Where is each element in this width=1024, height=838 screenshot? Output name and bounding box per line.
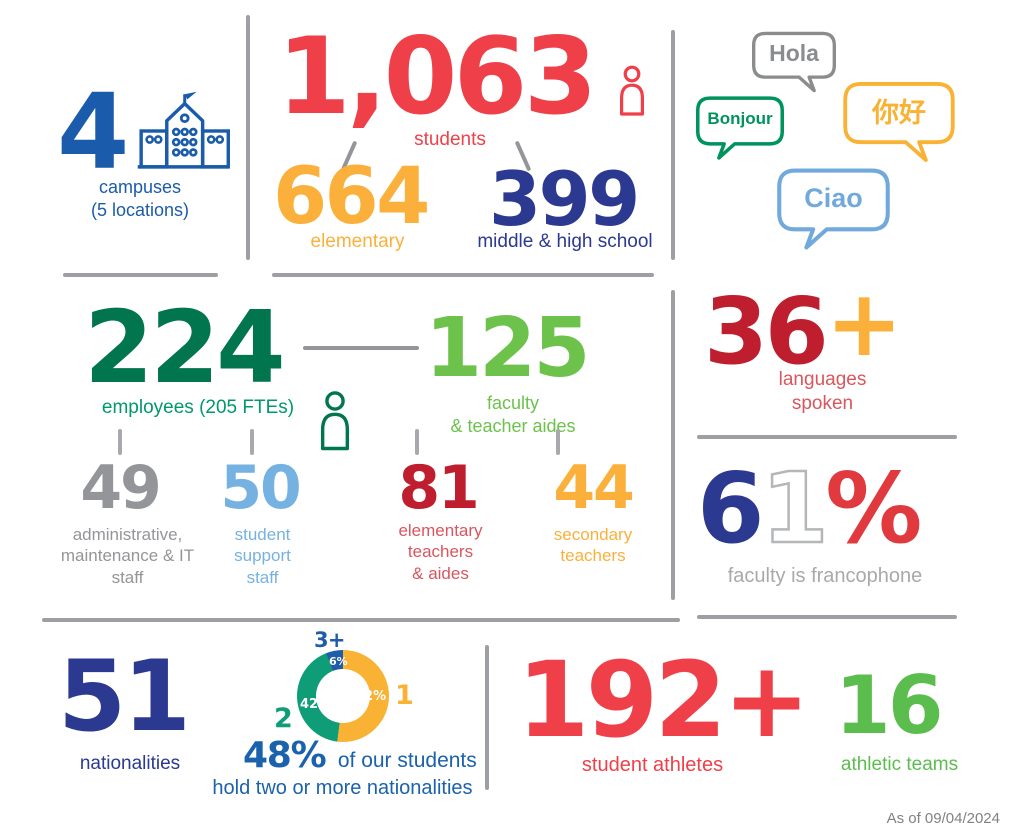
teams-label: athletic teams: [840, 754, 959, 775]
secondary-label: middle & high school: [477, 231, 653, 252]
dual-nationality-pct: 48%: [243, 735, 327, 776]
students-total: 1,063: [277, 15, 597, 138]
dual-nationality-line1: 48% of our students: [243, 738, 477, 774]
divider-horizontal-francophone: [697, 615, 957, 619]
dual-nationality-text2: hold two or more nationalities: [212, 777, 473, 799]
elementary-teachers-label: elementary teachers & aides: [398, 521, 483, 583]
divider-vertical-top-left: [246, 15, 250, 260]
donut-callout-2: 2: [274, 703, 293, 734]
divider-horizontal-campuses: [63, 273, 218, 277]
donut-pct-52: 52%: [355, 689, 387, 704]
greeting-bonjour: Bonjour: [707, 109, 773, 128]
francophone-value: 61%: [697, 459, 922, 559]
campuses-label: campuses (5 locations): [40, 176, 240, 221]
divider-vertical-bottom: [485, 645, 489, 790]
connector-tick-admin: [118, 429, 122, 455]
faculty-label: faculty & teacher aides: [418, 392, 608, 437]
campuses-label-line1: campuses: [98, 177, 182, 197]
connector-tick-elem-teachers: [415, 429, 419, 455]
speech-bubble-outline-icon: [843, 82, 955, 162]
divider-horizontal-bottom: [42, 618, 680, 622]
campuses-value: 4: [57, 71, 129, 193]
francophone-digit-1: 1: [760, 452, 830, 565]
speech-bubble-nihao: 你好: [843, 77, 955, 167]
elementary-teachers-value: 81: [398, 453, 479, 523]
languages-label-line1: languages: [778, 369, 867, 390]
nationalities-value: 51: [58, 640, 191, 754]
speech-bubble-hola: Hola: [752, 30, 836, 94]
greeting-nihao: 你好: [872, 97, 926, 128]
employees-value: 224: [84, 289, 286, 406]
donut-callout-1: 1: [395, 680, 414, 711]
connector-tick-support: [250, 429, 254, 455]
divider-horizontal-languages: [697, 435, 957, 439]
athletes-value: 192+: [517, 639, 810, 761]
student-person-icon: [620, 65, 644, 116]
nationalities-label: nationalities: [79, 753, 181, 774]
languages-label-line2: spoken: [791, 392, 854, 414]
francophone-digit-6: 6: [697, 452, 765, 565]
faculty-value: 125: [425, 301, 590, 396]
donut-hole: [316, 669, 370, 723]
admin-staff-value: 49: [80, 453, 161, 523]
employees-label: employees (205 FTEs): [101, 397, 295, 418]
divider-vertical-middle: [671, 290, 675, 600]
languages-label: languages spoken: [740, 368, 905, 416]
speech-bubble-outline-icon: [696, 96, 784, 160]
support-staff-label: student support staff: [234, 525, 291, 587]
divider-vertical-top-right: [671, 30, 675, 260]
faculty-label-line2: & teacher aides: [450, 415, 576, 436]
donut-pct-6: 6%: [329, 655, 348, 668]
donut-pct-42: 42%: [300, 697, 332, 712]
languages-plus: +: [825, 270, 903, 377]
faculty-label-line1: faculty: [486, 393, 540, 413]
divider-horizontal-students: [272, 273, 654, 277]
donut-callout-3plus: 3+: [314, 628, 345, 652]
secondary-teachers-label: secondary teachers: [553, 525, 633, 566]
speech-bubble-ciao: Ciao: [777, 167, 890, 251]
francophone-label: faculty is francophone: [727, 565, 923, 587]
admin-staff-label: administrative, maintenance & IT staff: [60, 525, 195, 587]
elementary-label: elementary: [310, 231, 405, 252]
as-of-date: As of 09/04/2024: [886, 810, 1000, 827]
languages-value: 36+: [704, 278, 903, 378]
francophone-percent-sign: %: [825, 452, 922, 565]
campuses-label-line2: (5 locations): [90, 199, 190, 220]
languages-number: 36: [704, 278, 829, 385]
connector-tick-sec-teachers: [556, 429, 560, 455]
greeting-hola: Hola: [769, 39, 819, 66]
teams-value: 16: [835, 659, 944, 752]
secondary-value: 399: [489, 155, 640, 243]
athletes-label: student athletes: [581, 754, 724, 776]
school-building-icon: [137, 91, 230, 169]
greeting-ciao: Ciao: [804, 182, 863, 213]
secondary-teachers-value: 44: [553, 453, 634, 523]
students-label: students: [414, 129, 486, 150]
employee-person-icon: [320, 391, 350, 451]
speech-bubble-outline-icon: [752, 31, 836, 93]
connector-employees-faculty: [303, 346, 419, 350]
dual-nationality-text1: of our students: [337, 749, 477, 772]
speech-bubble-outline-icon: [777, 168, 890, 250]
elementary-value: 664: [273, 152, 430, 242]
support-staff-value: 50: [220, 453, 301, 523]
speech-bubble-bonjour: Bonjour: [696, 95, 784, 161]
